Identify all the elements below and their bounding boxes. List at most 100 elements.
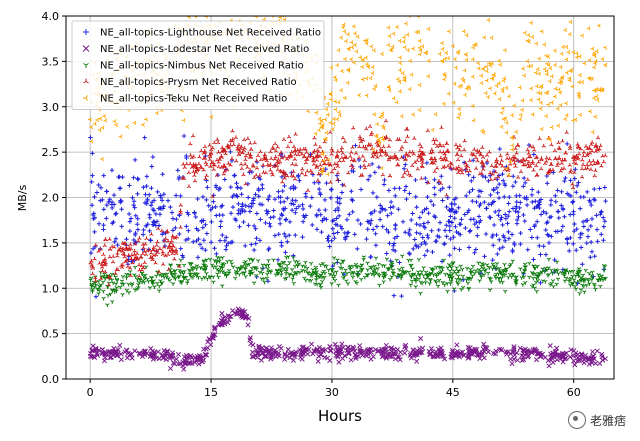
data-point (178, 203, 183, 207)
data-point (544, 90, 548, 96)
data-point (147, 215, 153, 220)
data-point (160, 262, 166, 266)
data-point (464, 163, 469, 168)
data-point (442, 151, 447, 156)
y-axis-label: MB/s (16, 184, 29, 211)
data-point (565, 70, 569, 75)
data-point (265, 211, 270, 216)
data-point (305, 266, 310, 271)
data-point (331, 256, 337, 261)
data-point (371, 273, 377, 278)
data-point (453, 224, 458, 229)
data-point (249, 3, 252, 7)
data-point (588, 167, 594, 172)
data-point (466, 286, 471, 291)
data-point (148, 255, 154, 260)
data-point (423, 280, 428, 285)
data-point (128, 266, 133, 270)
data-point (271, 208, 276, 213)
data-point (184, 224, 189, 229)
data-point (336, 283, 341, 288)
data-point (527, 261, 532, 266)
data-point (577, 235, 583, 240)
data-point (333, 77, 338, 83)
data-point (560, 224, 566, 229)
data-point (527, 7, 530, 11)
data-point (536, 189, 541, 195)
data-point (522, 265, 528, 270)
data-point (257, 173, 262, 178)
data-point (440, 198, 445, 203)
data-point (128, 273, 133, 278)
data-point (546, 169, 551, 174)
data-point (402, 35, 406, 40)
data-point (432, 213, 437, 219)
data-point (520, 98, 525, 103)
data-point (447, 29, 451, 34)
data-point (425, 128, 430, 133)
data-point (535, 203, 540, 209)
data-point (413, 177, 418, 183)
data-point (403, 184, 409, 189)
data-point (407, 191, 412, 196)
data-point (514, 205, 519, 211)
data-point (331, 116, 336, 122)
data-point (438, 187, 443, 193)
data-point (181, 276, 186, 281)
data-point (376, 165, 382, 170)
data-point (473, 247, 479, 252)
data-point (578, 245, 584, 250)
data-point (555, 229, 561, 234)
data-point (114, 277, 120, 282)
data-point (592, 161, 597, 166)
data-point (395, 162, 401, 167)
data-point (476, 261, 481, 266)
data-point (447, 219, 452, 224)
data-point (309, 195, 315, 200)
data-point (234, 158, 239, 163)
data-point (290, 277, 295, 282)
data-point (302, 269, 307, 273)
data-point (291, 186, 296, 191)
data-point (317, 127, 321, 133)
data-point (312, 282, 318, 287)
data-point (563, 268, 569, 272)
data-point (357, 144, 362, 149)
data-point (426, 74, 431, 79)
data-point (446, 91, 451, 96)
data-point (130, 281, 135, 286)
data-point (357, 134, 363, 139)
data-point (186, 184, 192, 189)
data-point (254, 211, 260, 216)
data-point (588, 255, 593, 260)
data-point (155, 226, 161, 231)
data-point (279, 243, 284, 249)
data-point (198, 266, 203, 270)
data-point (329, 169, 335, 174)
data-point (348, 271, 354, 276)
data-point (350, 165, 355, 170)
data-point (441, 101, 446, 107)
data-point (351, 169, 356, 174)
data-point (490, 172, 495, 176)
data-point (385, 267, 390, 272)
data-point (261, 163, 266, 167)
data-point (497, 146, 503, 152)
data-point (107, 197, 113, 202)
data-point (237, 224, 242, 229)
data-point (252, 140, 257, 145)
data-point (107, 254, 112, 259)
data-point (494, 266, 499, 271)
data-point (412, 160, 418, 165)
data-point (570, 269, 576, 274)
data-point (106, 282, 111, 287)
data-point (239, 192, 244, 197)
data-point (334, 270, 339, 275)
data-point (141, 122, 145, 127)
data-point (444, 223, 449, 228)
data-point (314, 212, 319, 217)
data-point (154, 243, 159, 248)
data-point (114, 122, 118, 128)
data-point (576, 180, 581, 185)
data-point (476, 188, 482, 193)
